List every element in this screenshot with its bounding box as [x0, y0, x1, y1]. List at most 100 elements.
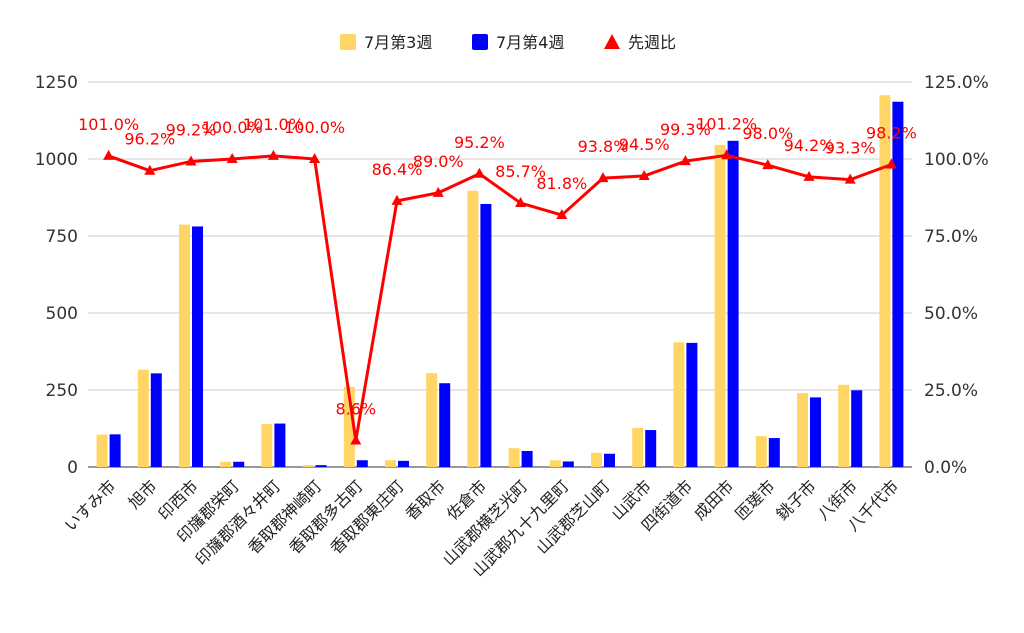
ratio-line: [103, 149, 897, 445]
legend-week4-swatch: [472, 34, 488, 50]
ratio-point: [762, 159, 774, 170]
ratio-line-path: [108, 153, 892, 443]
bar-week4: [398, 460, 409, 467]
bar-week4: [315, 465, 327, 467]
bars: [96, 95, 904, 467]
ratio-point: [185, 155, 197, 166]
ratio-data-label: 96.2%: [124, 130, 175, 149]
x-axis: いすみ市 旭市印西市印旛郡栄町印旛郡酒々井町香取郡神崎町香取郡多古町香取郡東庄町香…: [61, 476, 903, 580]
ratio-point: [515, 197, 527, 208]
x-tick-label: 旭市: [125, 476, 161, 512]
y-right-tick-label: 100.0%: [924, 150, 989, 170]
bar-week3: [714, 144, 726, 467]
bar-week3: [755, 436, 767, 467]
ratio-data-label: 86.4%: [372, 160, 423, 179]
y-right-tick-label: 50.0%: [924, 304, 978, 324]
y-left-tick-label: 1250: [35, 73, 78, 93]
bar-week4: [356, 460, 368, 467]
bar-week4: [645, 430, 657, 467]
y-right-tick-label: 75.0%: [924, 227, 978, 247]
bar-week3: [838, 384, 850, 467]
ratio-point: [309, 153, 321, 163]
bar-week4: [192, 226, 203, 467]
bar-week4: [686, 342, 698, 467]
bar-week3: [426, 373, 438, 467]
x-tick-label: 銚子市: [772, 476, 819, 523]
legend-label: 先週比: [628, 33, 676, 52]
bar-week4: [768, 438, 780, 467]
ratio-data-label: 89.0%: [413, 152, 464, 171]
x-tick-label: いすみ市: [61, 476, 120, 535]
bar-week3: [879, 95, 891, 467]
bar-week4: [604, 453, 615, 467]
ratio-data-label: 99.2%: [166, 120, 217, 139]
x-tick-label: 匝瑳市: [731, 476, 778, 523]
y-right-tick-label: 0.0%: [924, 458, 967, 478]
y-left-tick-label: 500: [46, 304, 78, 324]
bar-week3: [467, 190, 479, 467]
ratio-data-label: 81.8%: [536, 174, 587, 193]
ratio-point: [803, 170, 815, 181]
bar-week3: [179, 224, 190, 467]
y-left-tick-label: 250: [46, 381, 78, 401]
ratio-data-label: 93.3%: [825, 139, 876, 158]
ratio-point: [391, 194, 403, 205]
bar-week4: [274, 423, 286, 467]
bar-week4: [233, 461, 245, 467]
ratio-point: [144, 164, 156, 175]
bar-week4: [851, 390, 863, 467]
ratio-data-label: 101.0%: [243, 115, 304, 134]
ratio-point: [226, 153, 238, 163]
bar-week3: [385, 460, 396, 467]
ratio-data-label: 100.0%: [284, 118, 345, 137]
data-labels: 101.0%96.2%99.2%100.0%101.0%100.0%8.6%86…: [78, 114, 917, 418]
ratio-point: [267, 149, 279, 160]
bar-week3: [137, 369, 149, 467]
bar-week3: [302, 465, 314, 467]
y-axis-right: 0.0% 25.0% 50.0% 75.0% 100.0% 125.0%: [924, 73, 989, 478]
ratio-point: [350, 434, 362, 445]
ratio-point: [844, 173, 856, 184]
ratio-point: [638, 169, 650, 180]
ratio-point: [556, 209, 568, 220]
legend-label: 7月第3週: [364, 33, 432, 52]
ratio-data-label: 101.2%: [696, 114, 757, 133]
ratio-data-label: 100.0%: [202, 118, 263, 137]
ratio-data-label: 98.0%: [742, 124, 793, 143]
x-tick-label: 香取市: [402, 476, 449, 523]
ratio-data-label: 8.6%: [335, 400, 376, 419]
y-left-tick-label: 750: [46, 227, 78, 247]
y-left-tick-label: 0: [67, 458, 78, 478]
bar-week3: [220, 461, 232, 467]
ratio-data-label: 95.2%: [454, 133, 505, 152]
ratio-data-label: 85.7%: [495, 162, 546, 181]
ratio-point: [679, 155, 691, 166]
bar-week3: [632, 427, 644, 467]
y-right-tick-label: 125.0%: [924, 73, 989, 93]
bar-week3: [797, 393, 808, 467]
bar-week3: [549, 460, 561, 467]
ratio-data-label: 93.8%: [578, 137, 629, 156]
legend-week3-swatch: [340, 34, 356, 50]
bar-week3: [261, 423, 273, 467]
legend-triangle-marker: [604, 34, 620, 49]
legend: 7月第3週 7月第4週 先週比: [340, 33, 676, 52]
y-right-tick-label: 25.0%: [924, 381, 978, 401]
bar-week4: [150, 373, 162, 467]
bar-week4: [439, 383, 451, 467]
bar-week3: [343, 386, 355, 467]
bar-week4: [892, 101, 904, 467]
ratio-point: [103, 149, 115, 160]
y-left-tick-label: 1000: [35, 150, 78, 170]
y-axis-left: 0 250 500 750 1000 1250: [35, 73, 78, 478]
x-tick-label: 成田市: [690, 476, 737, 523]
ratio-point: [473, 167, 485, 178]
legend-label: 7月第4週: [496, 33, 564, 52]
ratio-point: [432, 186, 444, 197]
ratio-data-label: 94.2%: [784, 136, 835, 155]
ratio-data-label: 94.5%: [619, 135, 670, 154]
bar-week4: [521, 450, 533, 467]
bar-week4: [562, 461, 574, 467]
